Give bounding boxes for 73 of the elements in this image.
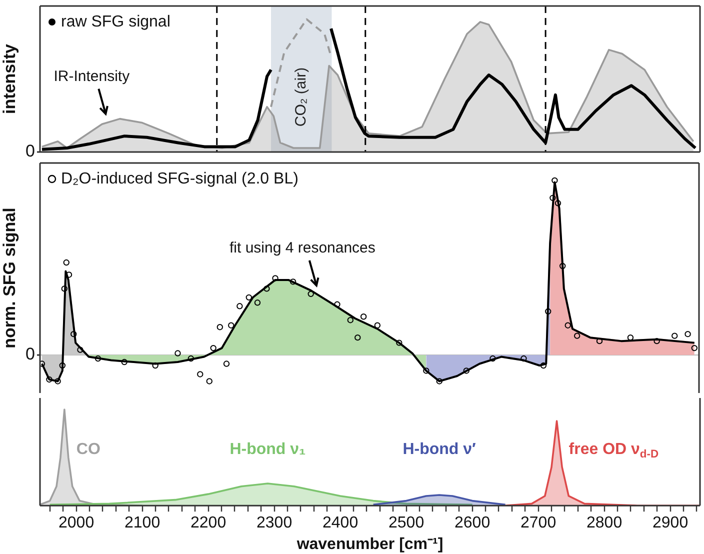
annotation: fit using 4 resonances [229,240,376,257]
legend-label: D₂O-induced SFG-signal (2.0 BL) [61,170,298,188]
x-tick-label: 2700 [520,514,556,532]
text: 0 [26,142,36,161]
point [174,350,181,356]
point [264,286,270,292]
point [59,362,66,369]
y-axis-title: norm. SFG signal [0,208,19,348]
point [152,362,158,369]
point [254,300,261,306]
point [544,308,552,314]
x-tick-label: 2200 [190,514,226,532]
y-axis-title: intensity [0,44,19,114]
point [347,317,354,324]
point [121,358,128,366]
x-tick-label: 2600 [454,514,490,532]
point [374,322,381,328]
point [520,355,527,362]
series-label: H-bond ν₁ [230,441,306,458]
text: 0 [26,344,36,364]
x-axis-title: wavenumber [cm⁻¹] [296,536,444,553]
point [236,303,243,310]
point [228,322,234,328]
point [559,262,566,270]
x-tick-label: 2400 [322,514,358,532]
point [550,194,556,202]
point [684,330,691,338]
point [691,344,698,352]
point [554,200,562,206]
point [540,362,547,369]
point [463,368,470,374]
point [272,275,278,282]
legend-label: raw SFG signal [61,13,170,30]
x-tick-label: 2500 [388,514,424,532]
point [360,314,367,320]
point [334,301,340,308]
x-tick-label: 2300 [256,514,292,532]
point [40,360,46,367]
point [54,378,61,384]
point [564,322,571,328]
point [46,376,52,383]
point [423,368,430,374]
point [308,290,314,298]
point [436,378,442,384]
text: H-bond ν′ [402,441,476,458]
series-label: CO [76,441,100,458]
point [94,355,102,362]
point [627,334,634,341]
x-tick-label: 2800 [586,514,622,532]
point [672,332,678,339]
x-tick-label: 2000 [58,514,94,532]
band-label: CO₂ (air) [292,67,310,127]
point [63,259,70,266]
point [61,286,68,292]
point [354,334,361,341]
point [188,355,194,362]
point [77,346,84,353]
point [490,355,496,362]
point [70,330,77,338]
point [197,371,204,378]
point [216,324,224,330]
point [574,332,580,339]
point [654,338,660,344]
point [290,278,296,285]
point [210,344,216,352]
point [552,177,558,184]
x-tick-label: 2100 [124,514,160,532]
point [246,294,252,301]
point [223,360,230,367]
point [396,340,402,346]
annotation: IR-Intensity [54,68,130,85]
x-tick-label: 2900 [652,514,688,532]
point [206,378,212,384]
